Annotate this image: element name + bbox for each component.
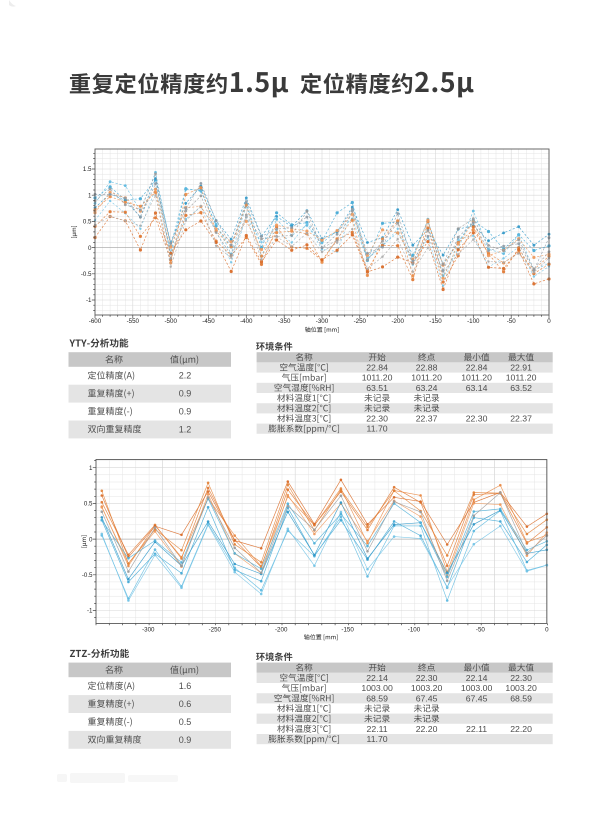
svg-text:-0.5: -0.5	[81, 271, 92, 278]
svg-text:22.14: 22.14	[466, 673, 488, 683]
svg-text:22.88: 22.88	[416, 363, 438, 373]
svg-text:1: 1	[89, 465, 93, 472]
svg-text:68.59: 68.59	[366, 693, 388, 703]
svg-text:22.30: 22.30	[466, 414, 488, 424]
svg-text:2.2: 2.2	[179, 371, 192, 381]
svg-text:1011.20: 1011.20	[411, 373, 442, 383]
svg-text:22.91: 22.91	[510, 363, 532, 373]
svg-text:-250: -250	[209, 627, 222, 634]
svg-text:-100: -100	[467, 318, 480, 325]
svg-text:-150: -150	[429, 318, 442, 325]
svg-text:22.20: 22.20	[416, 724, 438, 734]
svg-text:22.30: 22.30	[510, 673, 532, 683]
svg-text:1003.00: 1003.00	[361, 683, 393, 693]
svg-text:1.2: 1.2	[179, 424, 192, 434]
svg-text:0: 0	[545, 627, 549, 634]
svg-text:1: 1	[88, 192, 92, 199]
svg-text:-1: -1	[87, 608, 93, 615]
svg-text:63.14: 63.14	[466, 383, 488, 393]
svg-text:22.37: 22.37	[510, 414, 532, 424]
svg-text:0.9: 0.9	[179, 735, 192, 745]
svg-text:22.30: 22.30	[416, 673, 438, 683]
svg-text:-300: -300	[316, 318, 329, 325]
svg-text:-200: -200	[275, 627, 288, 634]
svg-text:0.5: 0.5	[84, 501, 93, 508]
svg-text:63.51: 63.51	[366, 383, 388, 393]
svg-text:1011.20: 1011.20	[362, 373, 393, 383]
svg-text:22.11: 22.11	[466, 724, 487, 734]
svg-text:67.45: 67.45	[466, 693, 488, 703]
svg-text:-550: -550	[127, 318, 140, 325]
svg-text:22.84: 22.84	[466, 363, 488, 373]
svg-text:22.20: 22.20	[510, 724, 532, 734]
svg-text:1003.20: 1003.20	[411, 683, 443, 693]
svg-text:63.52: 63.52	[510, 383, 532, 393]
svg-text:-100: -100	[408, 627, 421, 634]
svg-text:0: 0	[88, 245, 92, 252]
svg-text:22.37: 22.37	[416, 414, 438, 424]
svg-text:1011.20: 1011.20	[461, 373, 492, 383]
svg-text:22.11: 22.11	[367, 724, 388, 734]
svg-text:11.70: 11.70	[367, 424, 388, 434]
svg-text:-250: -250	[354, 318, 367, 325]
svg-text:1.6: 1.6	[179, 681, 192, 691]
svg-text:-400: -400	[240, 318, 253, 325]
svg-text:63.24: 63.24	[416, 383, 438, 393]
svg-text:-200: -200	[392, 318, 405, 325]
svg-text:-500: -500	[165, 318, 178, 325]
svg-text:0.5: 0.5	[83, 219, 92, 226]
svg-text:67.45: 67.45	[416, 693, 438, 703]
svg-text:-150: -150	[341, 627, 354, 634]
svg-text:1003.20: 1003.20	[505, 683, 537, 693]
svg-text:0: 0	[89, 536, 93, 543]
svg-text:0.5: 0.5	[179, 717, 192, 727]
svg-text:-50: -50	[507, 318, 517, 325]
svg-text:-50: -50	[476, 627, 486, 634]
svg-text:-450: -450	[202, 318, 215, 325]
svg-text:1003.00: 1003.00	[461, 683, 493, 693]
svg-text:22.14: 22.14	[366, 673, 388, 683]
svg-text:11.70: 11.70	[367, 734, 388, 744]
svg-text:-600: -600	[89, 318, 102, 325]
svg-text:22.30: 22.30	[366, 414, 388, 424]
svg-text:0.9: 0.9	[179, 389, 192, 399]
svg-text:-350: -350	[278, 318, 291, 325]
svg-text:-0.5: -0.5	[82, 572, 93, 579]
svg-text:1011.20: 1011.20	[506, 373, 537, 383]
svg-text:0.9: 0.9	[179, 406, 192, 416]
svg-text:1.5: 1.5	[83, 166, 92, 173]
svg-text:-1: -1	[86, 297, 92, 304]
svg-text:68.59: 68.59	[510, 693, 532, 703]
svg-text:22.84: 22.84	[366, 363, 388, 373]
svg-text:0.6: 0.6	[179, 699, 192, 709]
svg-text:0: 0	[547, 318, 551, 325]
svg-text:-300: -300	[142, 627, 155, 634]
